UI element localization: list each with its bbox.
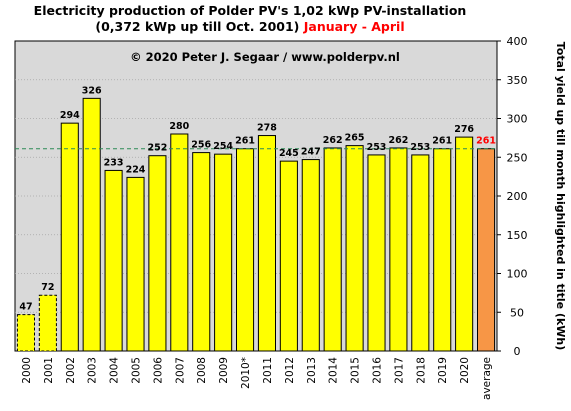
bar-2011 <box>257 135 276 352</box>
x-tick-label-2001: 2001 <box>43 357 55 384</box>
gridlines <box>15 79 497 313</box>
x-tick-label-2005: 2005 <box>131 357 143 384</box>
bar-2009 <box>214 153 233 352</box>
y-tick-label: 50 <box>510 306 524 319</box>
bar-average <box>477 148 496 352</box>
data-label-2002: 294 <box>60 110 80 121</box>
x-tick-label-average: average <box>481 357 493 400</box>
y-tick-label: 300 <box>507 113 528 126</box>
bar-2015 <box>345 145 364 352</box>
y-tick-label: 150 <box>507 229 528 242</box>
bar-2012 <box>279 160 298 352</box>
bar-2000 <box>16 314 35 352</box>
y-tick-label: 0 <box>514 345 521 358</box>
x-tick-label-2002: 2002 <box>65 357 77 384</box>
bar-2006 <box>148 155 167 352</box>
data-label-2008: 256 <box>191 140 211 151</box>
x-tick-label-2017: 2017 <box>393 357 405 384</box>
data-label-2017: 262 <box>388 135 408 146</box>
y-tick-label: 200 <box>507 190 528 203</box>
x-tick-label-2010*: 2010* <box>240 357 252 389</box>
x-tick-label-2018: 2018 <box>415 357 427 384</box>
data-label-2001: 72 <box>41 282 54 293</box>
x-tick-label-2006: 2006 <box>152 357 164 384</box>
x-tick-label-2007: 2007 <box>174 357 186 384</box>
bar-2008 <box>192 152 211 352</box>
data-label-2015: 265 <box>345 133 365 144</box>
x-tick-label-2004: 2004 <box>109 357 121 384</box>
x-tick-label-2013: 2013 <box>306 357 318 384</box>
data-label-2014: 262 <box>323 135 343 146</box>
bar-2019 <box>433 148 452 352</box>
bar-2018 <box>411 154 430 352</box>
data-label-2004: 233 <box>104 157 124 168</box>
bar-2004 <box>104 169 123 352</box>
x-tick-label-2014: 2014 <box>328 357 340 384</box>
data-label-2000: 47 <box>19 302 32 313</box>
bar-2017 <box>389 147 408 352</box>
data-label-2018: 253 <box>410 142 430 153</box>
x-tick-label-2003: 2003 <box>87 357 99 384</box>
title-line-1: Electricity production of Polder PV's 1,… <box>33 3 467 18</box>
bar-2010* <box>236 148 255 352</box>
y-axis-ticks: 0 50 100 150 200 250 300 350 400 <box>497 35 528 358</box>
data-label-2020: 276 <box>454 124 474 135</box>
bar-2007 <box>170 133 189 352</box>
title-highlight: January - April <box>303 19 405 34</box>
x-tick-label-2012: 2012 <box>284 357 296 384</box>
bar-2005 <box>126 176 145 352</box>
bar-2014 <box>323 147 342 352</box>
data-label-2007: 280 <box>169 121 189 132</box>
y-tick-label: 250 <box>507 151 528 164</box>
y-tick-label: 350 <box>507 74 528 87</box>
data-label-2013: 247 <box>301 147 321 158</box>
data-label-2005: 224 <box>126 164 146 175</box>
bar-2016 <box>367 154 386 352</box>
copyright-text: © 2020 Peter J. Segaar / www.polderpv.nl <box>130 50 400 64</box>
title-line-2-main: (0,372 kWp up till Oct. 2001) <box>95 19 300 34</box>
data-label-2019: 261 <box>432 136 452 147</box>
data-label-2016: 253 <box>367 142 387 153</box>
bar-2013 <box>301 159 320 352</box>
bar-2002 <box>60 122 79 352</box>
bars <box>16 97 496 352</box>
data-label-2012: 245 <box>279 148 299 159</box>
bar-2001 <box>38 294 57 352</box>
data-label-2003: 326 <box>82 85 102 96</box>
x-tick-label-2009: 2009 <box>218 357 230 384</box>
x-tick-label-2015: 2015 <box>350 357 362 384</box>
x-tick-label-2020: 2020 <box>459 357 471 384</box>
data-label-2006: 252 <box>147 143 167 154</box>
bar-2003 <box>82 97 101 352</box>
x-tick-label-2016: 2016 <box>372 357 384 384</box>
y-axis-label: Total yield up till month highlighted in… <box>554 42 567 351</box>
title-line-2: (0,372 kWp up till Oct. 2001) January - … <box>0 19 500 35</box>
data-label-2009: 254 <box>213 141 233 152</box>
y-tick-label: 100 <box>507 268 528 281</box>
x-axis-ticks: 2000 2001 2002 2003 2004 2005 2006 2007 2008 2009… <box>21 357 493 400</box>
x-tick-label-2008: 2008 <box>196 357 208 384</box>
data-label-2011: 278 <box>257 123 277 134</box>
x-tick-label-2019: 2019 <box>437 357 449 384</box>
x-tick-label-2000: 2000 <box>21 357 33 384</box>
data-label-average: 261 <box>476 136 496 147</box>
chart-title: Electricity production of Polder PV's 1,… <box>0 3 500 35</box>
y-tick-label: 400 <box>507 35 528 48</box>
x-tick-label-2011: 2011 <box>262 357 274 384</box>
bar-2020 <box>455 136 474 352</box>
data-label-2010*: 261 <box>235 136 255 147</box>
